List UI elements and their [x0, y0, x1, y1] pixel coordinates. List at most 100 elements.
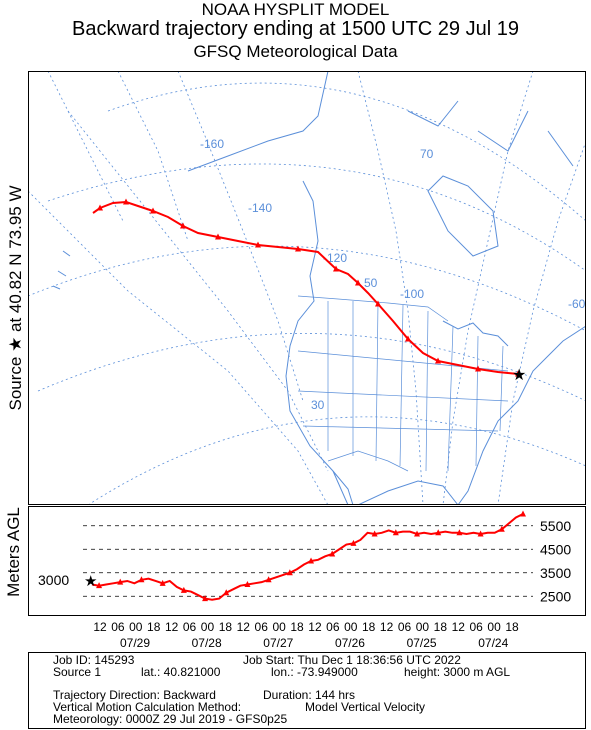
us-mexico-border: [327, 450, 409, 472]
job-id: Job ID: 145293: [53, 653, 135, 667]
time-axis-date: 07/28: [191, 636, 222, 650]
time-axis-hour: 06: [469, 620, 483, 634]
map-border: [28, 71, 586, 505]
altitude-marker: [435, 529, 442, 536]
trajectory-marker: [333, 265, 339, 272]
state-lines: [297, 301, 509, 472]
source-location-label: Source ★ at 40.82 N 73.95 W: [6, 185, 25, 411]
grid-label-lon-160: -160: [200, 137, 224, 151]
trajectory-map: -160 -140 -120 -100 70 50 30 -60 ★: [28, 71, 586, 505]
altitude-marker: [202, 595, 209, 602]
trajectory-marker: [515, 370, 521, 377]
gulf-coast: [357, 480, 459, 505]
altitude-series-line: [91, 513, 524, 601]
trajectory-marker: [435, 357, 441, 364]
model-name: NOAA HYSPLIT MODEL: [201, 0, 390, 19]
time-axis-hour: 00: [200, 620, 215, 634]
altitude-marker: [96, 582, 103, 589]
time-axis-hour: 00: [272, 620, 286, 634]
trajectory-marker: [123, 198, 129, 205]
great-lakes: [442, 320, 509, 347]
altitude-marker: [392, 529, 399, 536]
altitude-gridlines: [83, 525, 533, 597]
altitude-marker: [350, 539, 357, 546]
time-axis-hour: 12: [93, 620, 107, 634]
time-axis-hour: 12: [451, 620, 465, 634]
mexico-coast: [332, 470, 349, 505]
altitude-tick-label: 4500: [540, 541, 571, 557]
grid-lon-160: [177, 71, 304, 402]
islands-west: [52, 250, 71, 290]
grid-lon-180: [47, 71, 124, 222]
time-axis-hour: 00: [344, 620, 358, 634]
altitude-tick-label: 3500: [540, 565, 571, 581]
altitude-panel-border: [28, 506, 586, 616]
source-lon: lon.: -73.949000: [271, 665, 358, 679]
time-axis-hour: 06: [254, 620, 268, 634]
time-axis-hour: 18: [290, 620, 304, 634]
altitude-marker: [138, 576, 145, 583]
altitude-tick-label: 5500: [540, 518, 571, 534]
trajectory-marker: [180, 222, 186, 229]
state-boundaries: [297, 295, 509, 472]
time-axis-hour: 18: [433, 620, 448, 634]
time-axis-date: 07/29: [119, 636, 151, 650]
altitude-start-star: ★: [84, 573, 97, 590]
grid-lon-60: [497, 140, 586, 505]
altitude-tick-label: 2500: [540, 588, 571, 604]
altitude-marker: [117, 578, 124, 585]
grid-lat-30: [87, 416, 586, 505]
trajectory-marker: [355, 279, 361, 286]
coastlines: [52, 71, 586, 505]
grid-lon-140: [67, 110, 329, 472]
grid-label-lon-140: -140: [248, 201, 272, 215]
graticule: [28, 71, 586, 505]
trajectory-marker: [375, 300, 381, 307]
meteorology-info: Meteorology: 0000Z 29 Jul 2019 - GFS0p25: [53, 712, 288, 726]
job-start: Job Start: Thu Dec 1 18:36:56 UTC 2022: [243, 653, 461, 667]
trajectory-marker: [475, 365, 481, 372]
north-america-coast: [285, 180, 586, 505]
grid-lon-120: [28, 190, 329, 505]
trajectory-marker: [405, 335, 411, 342]
altitude-marker: [265, 576, 272, 583]
source-star: ★: [512, 367, 526, 384]
time-axis-hour: 12: [379, 620, 394, 634]
grid-lon-170: [117, 71, 189, 242]
altitude-marker: [329, 550, 336, 557]
time-axis-hour: 06: [397, 620, 412, 634]
time-axis-hour: 00: [487, 620, 501, 634]
vertical-method-value: Model Vertical Velocity: [305, 700, 426, 714]
time-axis-date: 07/26: [334, 636, 365, 650]
altitude-marker: [286, 569, 293, 576]
grid-label-lon-120: -120: [323, 251, 347, 265]
altitude-marker: [498, 525, 505, 532]
time-axis-hour: 18: [362, 620, 376, 634]
grid-label-lon-60: -60: [568, 297, 586, 311]
altitude-marker: [520, 510, 526, 517]
grid-lat-60: [47, 163, 586, 272]
grid-label-lat-70: 70: [420, 147, 434, 161]
grid-label-lat-30: 30: [311, 398, 325, 412]
time-axis: 12 06 00 18 12 06 00 18 12 06 00 18 12 06 00 18 12 06 00 18…: [0, 616, 591, 652]
time-axis-hour: 12: [164, 620, 179, 634]
trajectory-marker: [97, 204, 103, 211]
trajectory-title: Backward trajectory ending at 1500 UTC 2…: [72, 18, 519, 40]
trajectory-line: [92, 200, 519, 375]
us-canada-border: [297, 295, 449, 322]
alaska-coast: [187, 71, 329, 172]
time-axis-hour: 18: [505, 620, 519, 634]
time-axis-date: 07/27: [263, 636, 294, 650]
altitude-marker: [180, 586, 187, 593]
altitude-marker: [414, 530, 421, 537]
grid-labels: -160 -140 -120 -100 70 50 30 -60: [200, 137, 586, 412]
altitude-tick-labels: 5500 4500 3500 2500: [540, 518, 571, 605]
altitude-marker: [159, 579, 166, 586]
run-info-box: Job ID: 145293 Job Start: Thu Dec 1 18:3…: [28, 652, 586, 729]
altitude-marker: [223, 589, 230, 596]
grid-lat-50: [28, 245, 586, 332]
altitude-marker: [308, 557, 315, 564]
time-axis-hour: 06: [326, 620, 340, 634]
trajectory-marker: [150, 207, 156, 214]
time-axis-hour: 18: [147, 620, 161, 634]
